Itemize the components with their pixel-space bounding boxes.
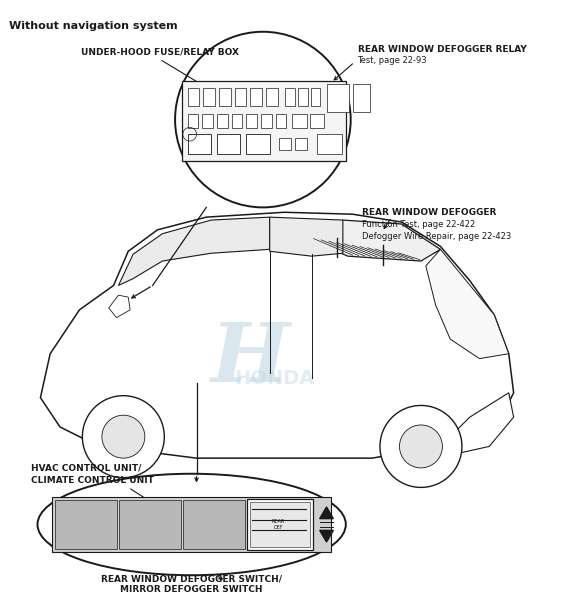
Polygon shape (320, 507, 333, 519)
Bar (266, 88, 278, 106)
Text: Defogger Wire Repair, page 22-423: Defogger Wire Repair, page 22-423 (362, 231, 512, 241)
Bar (247, 114, 257, 128)
Bar (55, 500, 117, 549)
Polygon shape (411, 393, 513, 456)
Bar (247, 134, 270, 154)
Bar (298, 88, 308, 106)
Bar (310, 114, 324, 128)
Bar (275, 114, 286, 128)
Polygon shape (119, 217, 270, 285)
Bar (250, 502, 310, 547)
Bar (327, 84, 349, 112)
Circle shape (175, 32, 350, 207)
Bar (188, 134, 211, 154)
Bar (311, 88, 320, 106)
Polygon shape (108, 295, 130, 318)
Bar (250, 88, 262, 106)
Text: Test, page 22-93: Test, page 22-93 (357, 56, 427, 65)
Polygon shape (426, 249, 509, 359)
Text: HVAC CONTROL UNIT/: HVAC CONTROL UNIT/ (31, 464, 141, 473)
Bar (188, 114, 198, 128)
Bar (316, 134, 342, 154)
Text: Without navigation system: Without navigation system (9, 21, 178, 31)
Circle shape (82, 396, 164, 478)
Bar (285, 88, 295, 106)
Bar (217, 134, 240, 154)
Text: REAR WINDOW DEFOGGER SWITCH/: REAR WINDOW DEFOGGER SWITCH/ (101, 574, 282, 583)
Bar (119, 500, 181, 549)
Text: REAR
DEF: REAR DEF (272, 519, 285, 530)
Bar (235, 88, 247, 106)
Text: REAR WINDOW DEFOGGER: REAR WINDOW DEFOGGER (362, 208, 497, 217)
Text: H: H (211, 319, 290, 399)
Bar (182, 81, 346, 161)
Text: MIRROR DEFOGGER SWITCH: MIRROR DEFOGGER SWITCH (120, 585, 263, 594)
Text: REAR WINDOW DEFOGGER RELAY: REAR WINDOW DEFOGGER RELAY (357, 45, 527, 54)
Bar (279, 138, 291, 150)
Polygon shape (40, 212, 513, 458)
Text: Function Test, page 22-422: Function Test, page 22-422 (362, 220, 475, 229)
Text: UNDER-HOOD FUSE/RELAY BOX: UNDER-HOOD FUSE/RELAY BOX (81, 47, 239, 56)
Ellipse shape (37, 474, 346, 575)
Bar (217, 114, 228, 128)
Circle shape (102, 415, 145, 458)
Polygon shape (309, 220, 440, 261)
Text: HONDA: HONDA (235, 368, 315, 388)
Text: CLIMATE CONTROL UNIT: CLIMATE CONTROL UNIT (31, 476, 153, 485)
Circle shape (380, 405, 462, 487)
Bar (261, 114, 272, 128)
Bar (353, 84, 370, 112)
Circle shape (399, 425, 442, 468)
Bar (203, 88, 215, 106)
Polygon shape (320, 530, 333, 542)
Bar (295, 138, 307, 150)
Polygon shape (270, 217, 343, 256)
Bar (232, 114, 243, 128)
Bar (183, 500, 245, 549)
Bar (219, 88, 231, 106)
Bar (202, 114, 213, 128)
Bar (52, 497, 331, 552)
Bar (247, 499, 313, 550)
Bar (188, 88, 199, 106)
Bar (292, 114, 307, 128)
